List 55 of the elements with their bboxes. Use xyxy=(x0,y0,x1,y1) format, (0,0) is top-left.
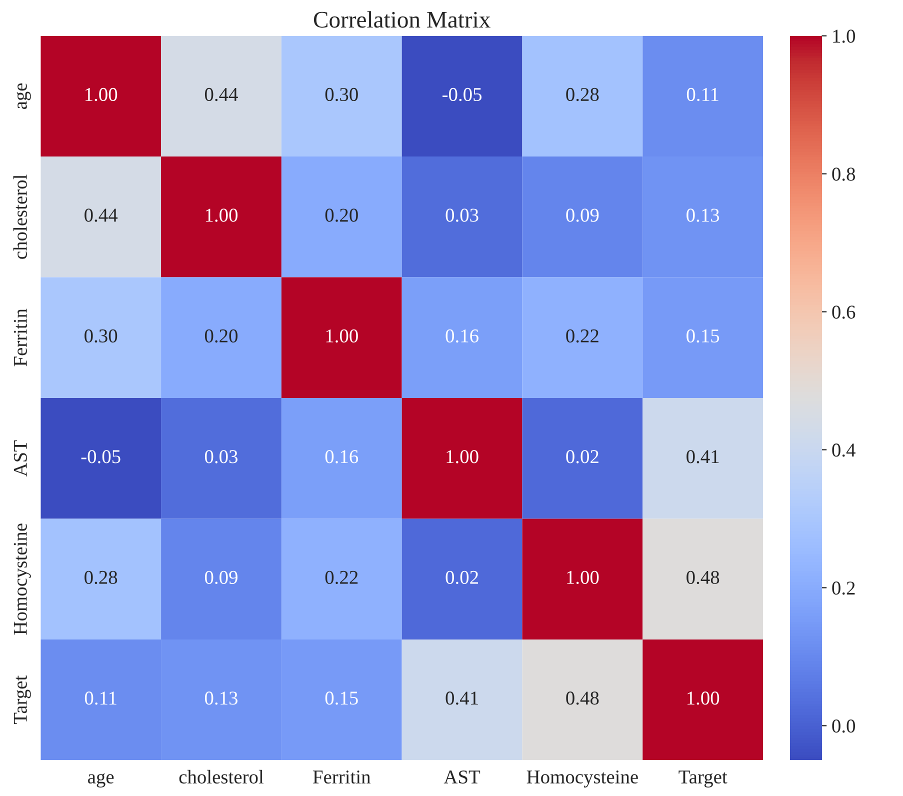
y-tick-label: Target xyxy=(14,675,31,724)
data-label: 0.20 xyxy=(325,208,358,222)
data-label: 0.16 xyxy=(325,450,358,464)
data-label: 0.41 xyxy=(446,692,478,705)
data-label: 0.15 xyxy=(325,692,358,705)
data-label: 0.15 xyxy=(686,329,720,343)
data-label: 0.03 xyxy=(446,208,478,222)
data-label: 0.44 xyxy=(84,208,118,222)
y-tick-label: Homocysteine xyxy=(14,524,31,635)
data-label: 0.20 xyxy=(204,329,238,343)
data-label: 0.02 xyxy=(446,570,478,584)
data-label: 0.11 xyxy=(84,692,116,705)
x-tick-label: AST xyxy=(444,770,480,784)
data-label: 0.30 xyxy=(84,329,118,343)
y-tick-label: Ferritin xyxy=(14,308,27,366)
y-tick-label: cholesterol xyxy=(13,174,27,259)
data-label: 0.41 xyxy=(686,450,719,464)
data-label: 0.09 xyxy=(566,208,599,222)
y-tick-label: age xyxy=(16,83,31,109)
data-label: 1.00 xyxy=(446,450,478,464)
x-tick-label: age xyxy=(88,773,114,788)
color-bar-label: 1.0 xyxy=(833,30,856,43)
x-tick-label: cholesterol xyxy=(179,770,264,784)
color-bar-label: 0.0 xyxy=(832,720,856,733)
data-label: 0.48 xyxy=(686,570,720,584)
color-bar-label: 0.8 xyxy=(832,168,856,181)
data-label: 0.28 xyxy=(84,570,118,584)
data-label: 0.16 xyxy=(446,329,478,343)
data-label: 0.03 xyxy=(204,450,238,464)
data-label: 1.00 xyxy=(326,329,358,343)
color-bar-label: 0.2 xyxy=(832,582,855,595)
data-label: 1.00 xyxy=(86,88,118,102)
data-label: 1.00 xyxy=(688,692,720,705)
data-label: 0.09 xyxy=(204,570,238,584)
x-tick-label: Homocysteine xyxy=(526,770,638,788)
data-label: 0.28 xyxy=(566,88,599,102)
data-label: 1.00 xyxy=(567,570,599,584)
x-tick-label: Target xyxy=(678,770,728,788)
color-bar-label: 0.4 xyxy=(832,444,856,457)
y-tick-label: AST xyxy=(14,440,27,477)
data-label: -0.05 xyxy=(81,450,120,464)
data-label: 1.00 xyxy=(206,208,238,222)
data-label: 0.22 xyxy=(566,329,598,343)
data-label: 0.11 xyxy=(686,88,718,102)
data-label: 0.13 xyxy=(204,692,238,705)
data-label: 0.48 xyxy=(566,692,599,705)
chart-title: Correlation Matrix xyxy=(314,11,490,28)
data-label: 0.22 xyxy=(325,570,358,584)
data-label: 0.13 xyxy=(686,208,720,222)
data-label: 0.30 xyxy=(325,88,358,102)
color-bar-label: 0.6 xyxy=(832,306,856,319)
data-label: -0.05 xyxy=(442,88,482,102)
x-tick-label: Ferritin xyxy=(313,770,371,784)
data-label: 0.44 xyxy=(204,88,238,102)
data-label: 0.02 xyxy=(566,450,598,464)
